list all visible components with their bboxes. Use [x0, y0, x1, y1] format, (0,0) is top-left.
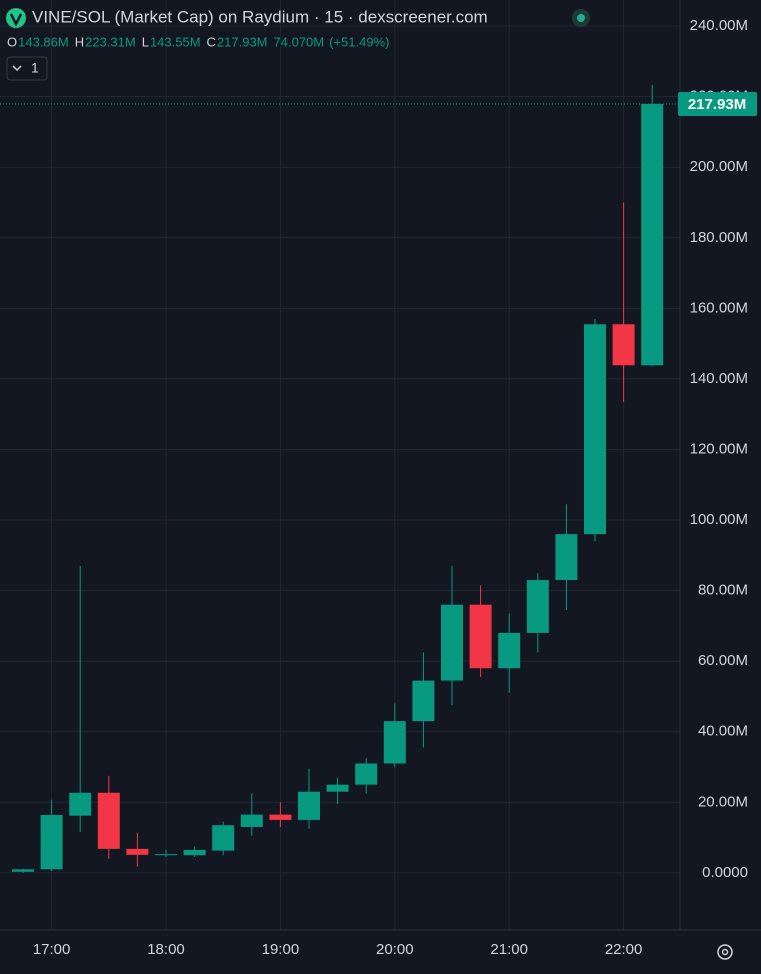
x-tick-label: 20:00 [376, 941, 414, 958]
candle-body [526, 580, 549, 633]
legend-label: L [142, 34, 149, 49]
candle-body [269, 814, 292, 820]
y-tick-label: 20.00M [698, 793, 748, 810]
candle-body [326, 784, 349, 792]
grid: 0.000020.00M40.00M60.00M80.00M100.00M120… [0, 0, 748, 958]
y-tick-label: 80.00M [698, 582, 748, 599]
legend-label: H [75, 34, 84, 49]
candle-body [12, 869, 34, 872]
candle-body [498, 632, 521, 669]
legend-label: O [7, 34, 17, 49]
candle-body [584, 324, 606, 535]
token-icon [6, 8, 26, 28]
candle-body [641, 103, 664, 366]
legend-label: C [207, 34, 216, 49]
legend-volume: 74.070M [274, 34, 325, 49]
y-tick-label: 200.00M [690, 158, 748, 175]
legend-value: 217.93M [217, 34, 268, 49]
candle-body [555, 534, 578, 581]
candles [12, 84, 664, 873]
y-tick-label: 180.00M [690, 229, 748, 246]
candle-body [612, 324, 635, 366]
x-tick-label: 18:00 [147, 941, 185, 958]
legend-change: (+51.49%) [329, 34, 389, 49]
candle-body [183, 849, 206, 856]
last-price-label: 217.93M [688, 96, 746, 113]
x-tick-label: 22:00 [605, 941, 643, 958]
candle-body [126, 848, 149, 855]
chart-title: VINE/SOL (Market Cap) on Raydium · 15 · … [32, 7, 488, 26]
y-tick-label: 140.00M [690, 370, 748, 387]
chevron-icon [12, 65, 22, 72]
y-tick-label: 160.00M [690, 299, 748, 316]
candle-body [240, 814, 263, 827]
ohlc-legend: O 143.86M H 223.31M L 143.55M C 217.93M 74.070M (… [7, 34, 389, 49]
indicator-toggle[interactable] [6, 56, 48, 81]
y-tick-label: 240.00M [690, 17, 748, 34]
indicator-count: 1 [31, 60, 39, 76]
last-price-badge [678, 91, 757, 116]
candle-body [383, 721, 406, 764]
y-tick-label: 0.0000 [702, 864, 748, 881]
legend-value: 223.31M [85, 34, 136, 49]
legend-value: 143.86M [18, 34, 69, 49]
candle-body [469, 604, 492, 669]
y-tick-label: 100.00M [690, 511, 748, 528]
x-tick-label: 17:00 [33, 941, 71, 958]
y-tick-label: 120.00M [690, 440, 748, 457]
legend-value: 143.55M [150, 34, 201, 49]
y-tick-label: 40.00M [698, 723, 748, 740]
settings-icon[interactable] [717, 944, 733, 960]
overlay: 217.93M [0, 91, 757, 116]
candle-body [355, 763, 378, 785]
status-dot [577, 14, 585, 22]
candle-body [97, 792, 120, 849]
candle-body [298, 791, 320, 820]
candle-body [155, 854, 177, 856]
y-tick-label: 60.00M [698, 652, 748, 669]
settings-icon-center [721, 948, 729, 956]
candle-body [212, 825, 235, 851]
candle-body [441, 604, 463, 681]
x-tick-label: 21:00 [490, 941, 528, 958]
candle-body [40, 814, 63, 870]
x-tick-label: 19:00 [262, 941, 300, 958]
candle-body [69, 792, 92, 816]
candle-body [412, 680, 435, 722]
token-icon-glyph [9, 13, 23, 27]
